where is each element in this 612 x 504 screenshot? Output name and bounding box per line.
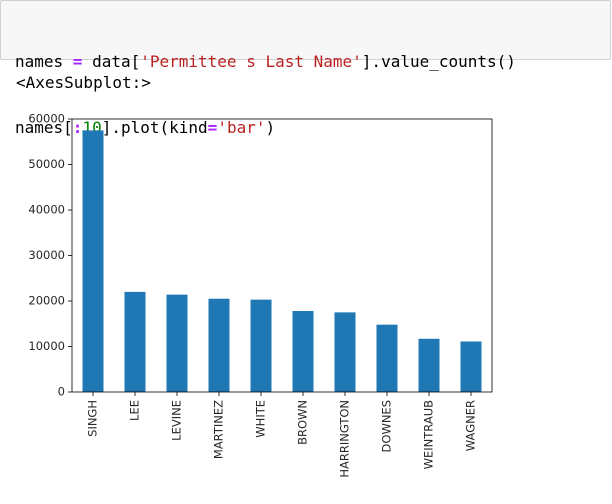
code-token-string: 'bar' — [217, 118, 266, 137]
code-token-operator: : — [72, 118, 83, 137]
bar-martinez — [208, 298, 230, 392]
bar-chart: 0 10000 20000 30000 40000 50000 60000 SINGH LEE… — [28, 112, 493, 478]
y-tick-label: 60000 — [28, 112, 65, 126]
x-tick-label: BROWN — [296, 400, 310, 445]
bar-weintraub — [418, 338, 440, 392]
y-axis-ticks: 0 10000 20000 30000 40000 50000 60000 — [28, 112, 72, 399]
code-cell[interactable]: names = data['Permittee s Last Name'].va… — [0, 0, 611, 137]
x-tick-label: HARRINGTON — [338, 400, 352, 478]
x-tick-label: LEVINE — [170, 400, 184, 441]
x-axis-ticks: SINGH LEE LEVINE MARTINEZ WHITE BROWN HARRINGT… — [86, 392, 478, 478]
x-tick-label: WHITE — [254, 400, 268, 438]
code-line-1: names = data['Permittee s Last Name'].va… — [15, 51, 610, 73]
bar-brown — [292, 311, 314, 392]
x-tick-label: MARTINEZ — [212, 400, 226, 459]
x-tick-label: WAGNER — [464, 400, 478, 451]
code-token-operator: = — [72, 52, 83, 71]
y-tick-label: 20000 — [28, 294, 65, 308]
output-repr: <AxesSubplot:> — [16, 73, 151, 92]
bar-white — [250, 299, 272, 392]
bar-singh — [82, 130, 104, 392]
code-token: ) — [265, 118, 276, 137]
code-token: ].plot(kind — [101, 118, 208, 137]
y-tick-label: 10000 — [28, 339, 65, 353]
bar-wagner — [460, 341, 482, 392]
code-token: names[ — [15, 118, 73, 137]
y-tick-label: 50000 — [28, 157, 65, 171]
x-tick-label: WEINTRAUB — [422, 400, 436, 469]
code-line-2: names[:10].plot(kind='bar') — [15, 117, 610, 139]
y-tick-label: 40000 — [28, 203, 65, 217]
code-token: ].value_counts() — [361, 52, 516, 71]
x-tick-label: DOWNES — [380, 400, 394, 452]
bar-harrington — [334, 312, 356, 392]
bar-levine — [166, 294, 188, 392]
bar-downes — [376, 324, 398, 392]
bars — [82, 130, 482, 392]
x-tick-label: SINGH — [86, 400, 100, 437]
x-tick-label: LEE — [128, 400, 142, 421]
axes-frame — [71, 118, 493, 393]
code-token: data[ — [82, 52, 141, 71]
y-tick-label: 30000 — [28, 248, 65, 262]
code-token-string: 'Permittee s Last Name' — [140, 52, 362, 71]
bar-lee — [124, 291, 146, 392]
code-token-operator: = — [207, 118, 218, 137]
y-tick-label: 0 — [58, 385, 65, 399]
code-token: names — [15, 52, 73, 71]
